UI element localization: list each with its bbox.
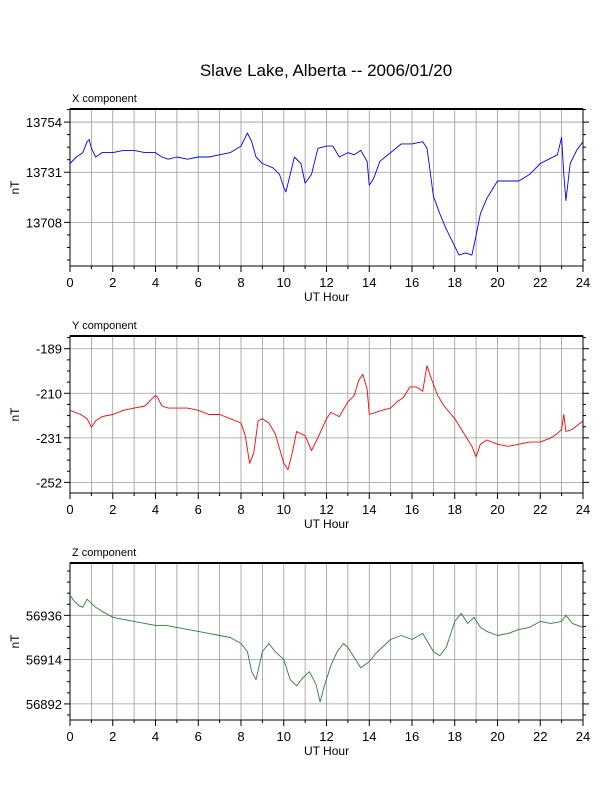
- x-tick-label: 2: [109, 275, 116, 290]
- x-tick-label: 14: [362, 502, 376, 517]
- y-tick-label: 56936: [26, 608, 62, 623]
- x-tick-label: 14: [362, 275, 376, 290]
- x-tick-label: 24: [576, 502, 590, 517]
- x-axis-label: UT Hour: [304, 290, 349, 304]
- y-tick-label: -189: [36, 342, 62, 357]
- y-axis-label: nT: [8, 180, 22, 195]
- x-tick-label: 4: [152, 729, 159, 744]
- x-tick-label: 22: [533, 729, 547, 744]
- x-tick-label: 24: [576, 729, 590, 744]
- x-tick-label: 8: [237, 729, 244, 744]
- y-tick-label: -252: [36, 475, 62, 490]
- x-tick-label: 18: [448, 729, 462, 744]
- y-tick-label: 13754: [26, 115, 62, 130]
- panel-label: Y component: [72, 320, 137, 332]
- x-tick-label: 8: [237, 275, 244, 290]
- x-tick-label: 16: [405, 729, 419, 744]
- y-axis-label: nT: [8, 407, 22, 422]
- x-tick-label: 2: [109, 502, 116, 517]
- x-tick-label: 6: [195, 502, 202, 517]
- x-tick-label: 10: [277, 729, 291, 744]
- panel-label: X component: [72, 93, 137, 105]
- x-tick-label: 12: [319, 275, 333, 290]
- series-line: [69, 365, 584, 471]
- x-tick-label: 4: [152, 275, 159, 290]
- x-tick-label: 20: [490, 502, 504, 517]
- x-tick-label: 10: [277, 502, 291, 517]
- x-tick-label: 0: [66, 275, 73, 290]
- x-tick-label: 16: [405, 502, 419, 517]
- x-tick-label: 18: [448, 275, 462, 290]
- x-tick-label: 0: [66, 502, 73, 517]
- x-axis-label: UT Hour: [304, 517, 349, 531]
- x-tick-label: 22: [533, 275, 547, 290]
- y-tick-label: 56914: [26, 653, 62, 668]
- x-tick-label: 24: [576, 275, 590, 290]
- series-line: [69, 594, 584, 703]
- x-tick-label: 2: [109, 729, 116, 744]
- x-tick-label: 20: [490, 729, 504, 744]
- x-tick-label: 8: [237, 502, 244, 517]
- x-tick-label: 14: [362, 729, 376, 744]
- x-tick-label: 12: [319, 502, 333, 517]
- panel-label: Z component: [72, 547, 136, 559]
- y-tick-label: 13731: [26, 165, 62, 180]
- y-axis-label: nT: [8, 634, 22, 649]
- y-tick-label: -231: [36, 431, 62, 446]
- x-tick-label: 6: [195, 729, 202, 744]
- y-tick-label: -210: [36, 386, 62, 401]
- x-axis-label: UT Hour: [304, 744, 349, 758]
- x-tick-label: 22: [533, 502, 547, 517]
- series-line: [69, 132, 584, 256]
- x-tick-label: 4: [152, 502, 159, 517]
- chart-title: Slave Lake, Alberta -- 2006/01/20: [200, 61, 452, 80]
- x-tick-label: 10: [277, 275, 291, 290]
- x-tick-label: 6: [195, 275, 202, 290]
- x-tick-label: 16: [405, 275, 419, 290]
- y-tick-label: 13708: [26, 215, 62, 230]
- x-tick-label: 20: [490, 275, 504, 290]
- y-tick-label: 56892: [26, 697, 62, 712]
- x-tick-label: 0: [66, 729, 73, 744]
- x-tick-label: 12: [319, 729, 333, 744]
- x-tick-label: 18: [448, 502, 462, 517]
